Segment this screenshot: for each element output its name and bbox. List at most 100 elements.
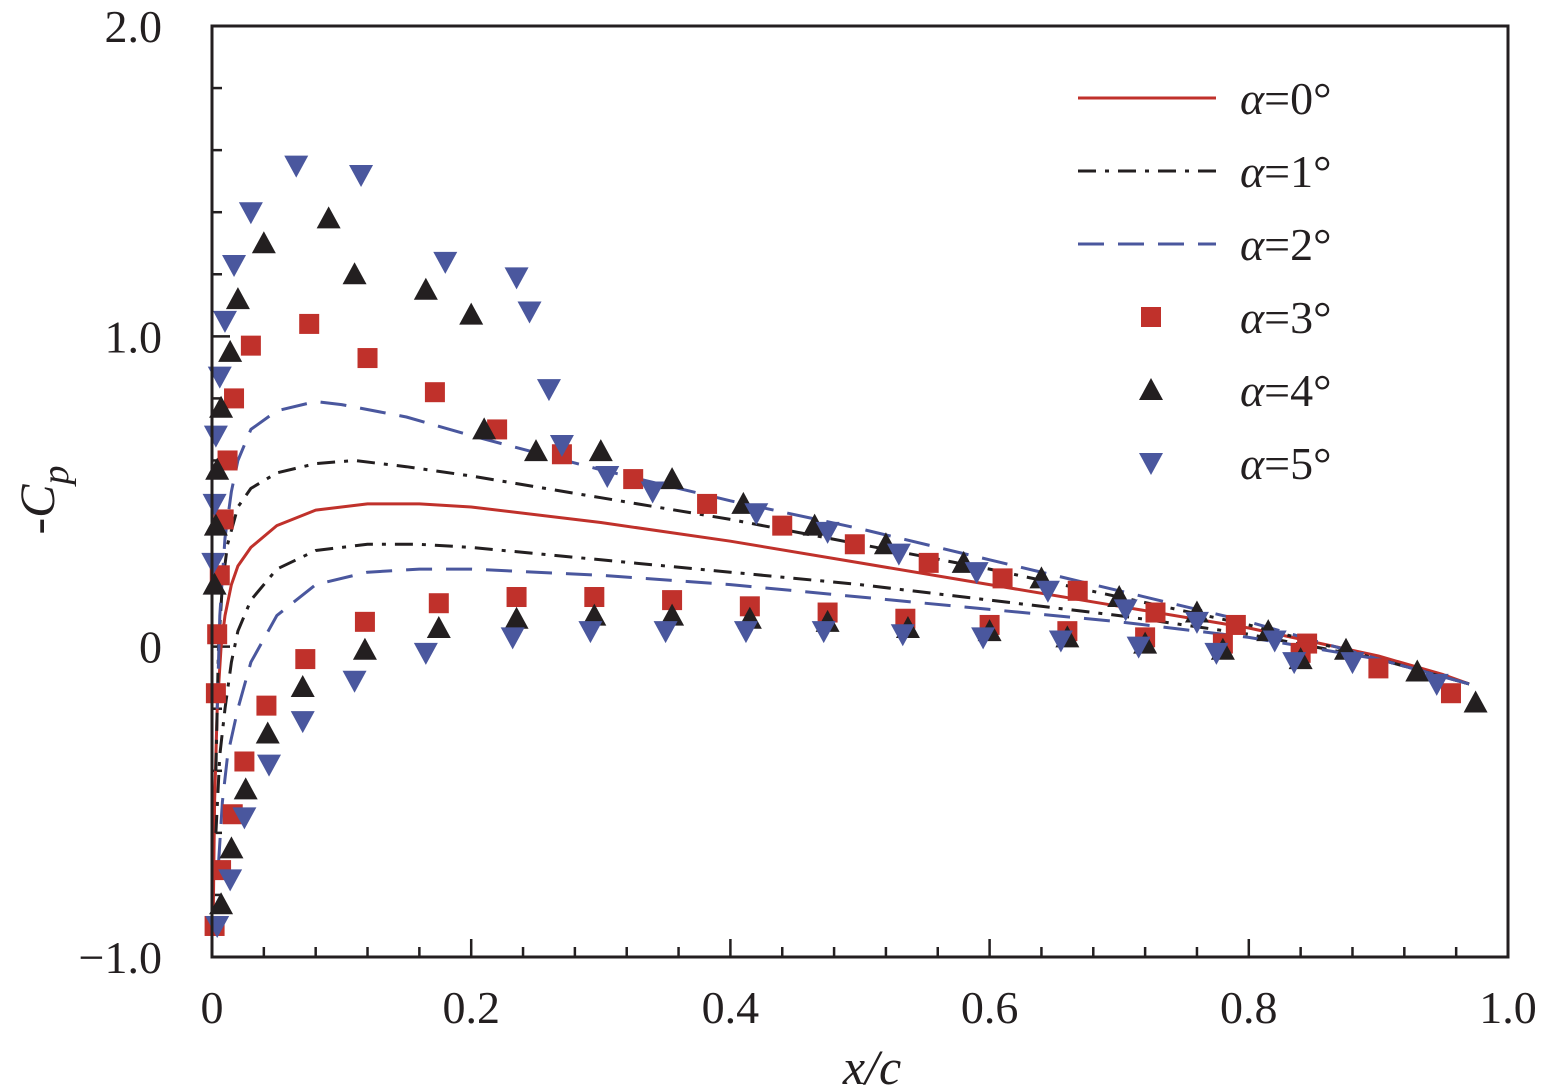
data-point xyxy=(964,562,989,585)
legend-label: α=4° xyxy=(1240,365,1332,416)
data-point xyxy=(517,301,542,324)
data-point xyxy=(971,627,996,650)
data-point xyxy=(413,277,438,300)
data-point xyxy=(582,603,607,626)
legend-alpha: α xyxy=(1240,219,1265,270)
data-point xyxy=(1282,652,1307,675)
data-point xyxy=(506,587,527,608)
legend-label: α=5° xyxy=(1240,438,1332,489)
y-tick-label: 1.0 xyxy=(105,311,163,362)
data-point xyxy=(413,642,438,665)
plot-series xyxy=(201,155,1488,938)
data-point xyxy=(316,206,341,229)
data-point xyxy=(1204,642,1229,665)
data-point xyxy=(342,262,367,285)
x-tick-label: 0.2 xyxy=(442,982,500,1033)
data-point xyxy=(203,513,228,536)
data-point xyxy=(218,869,243,892)
legend-value: =0° xyxy=(1264,73,1331,124)
data-point xyxy=(299,313,320,334)
data-point xyxy=(426,616,451,639)
data-point xyxy=(202,493,227,516)
data-point xyxy=(217,450,238,471)
legend-marker-swatch xyxy=(1139,378,1163,400)
legend-marker-swatch xyxy=(1139,453,1163,475)
data-point xyxy=(772,515,793,536)
legend-alpha: α xyxy=(1240,73,1265,124)
data-point xyxy=(504,267,529,290)
data-point xyxy=(549,434,574,457)
data-point xyxy=(1463,690,1488,713)
data-point xyxy=(578,621,603,644)
data-point xyxy=(357,348,378,369)
data-point xyxy=(233,777,258,800)
legend-entry: α=0° xyxy=(1078,73,1332,124)
data-point xyxy=(284,155,309,178)
data-point xyxy=(1184,611,1209,634)
data-point xyxy=(653,621,678,644)
data-point xyxy=(1126,636,1151,659)
data-point xyxy=(472,417,497,440)
legend-value: =4° xyxy=(1264,365,1331,416)
data-point xyxy=(251,231,276,254)
data-point xyxy=(1113,599,1138,622)
y-tick-label: −1.0 xyxy=(79,932,162,983)
axis-tick-labels: 0 0.2 0.4 0.6 0.8 1.0 −1.0 0 1.0 2.0 xyxy=(79,1,1537,1033)
legend-entry: α=5° xyxy=(1139,438,1332,489)
data-point xyxy=(584,587,605,608)
data-point xyxy=(256,695,277,716)
data-point xyxy=(203,425,228,448)
data-point xyxy=(918,552,939,573)
data-point xyxy=(352,637,377,660)
legend-label: α=1° xyxy=(1240,146,1332,197)
data-point xyxy=(1145,602,1166,623)
plot-frame xyxy=(210,24,1510,959)
data-point xyxy=(234,751,255,772)
legend-value: =2° xyxy=(1264,219,1331,270)
data-point xyxy=(744,503,769,526)
data-point xyxy=(640,481,665,504)
data-point xyxy=(623,469,644,490)
x-tick-label: 0 xyxy=(201,982,224,1033)
series-line xyxy=(214,459,1470,771)
x-tick-label: 1.0 xyxy=(1479,982,1537,1033)
legend-marker-swatch xyxy=(1141,307,1161,327)
data-point xyxy=(504,606,529,629)
data-point xyxy=(890,624,915,647)
data-point xyxy=(733,621,758,644)
data-point xyxy=(1340,652,1365,675)
axis-ticks xyxy=(210,24,1510,959)
data-point xyxy=(815,521,840,544)
legend-entry: α=1° xyxy=(1078,146,1332,197)
data-point xyxy=(207,624,228,645)
data-point xyxy=(1048,630,1073,653)
data-point xyxy=(205,683,226,704)
data-point xyxy=(290,675,315,698)
series-line xyxy=(217,567,1470,864)
data-point xyxy=(1368,658,1389,679)
x-tick-label: 0.4 xyxy=(702,982,760,1033)
data-point xyxy=(349,164,374,187)
y-tick-label: 2.0 xyxy=(105,1,163,52)
data-point xyxy=(1262,630,1287,653)
data-point xyxy=(992,568,1013,589)
data-point xyxy=(1405,659,1430,682)
data-point xyxy=(222,254,247,277)
data-point xyxy=(255,721,280,744)
data-point xyxy=(257,754,282,777)
series-line xyxy=(211,502,1470,911)
data-point xyxy=(662,590,683,611)
data-point xyxy=(290,711,315,734)
legend-alpha: α xyxy=(1240,365,1265,416)
data-point xyxy=(238,202,263,225)
data-point xyxy=(660,467,685,490)
data-point xyxy=(697,493,718,514)
data-point xyxy=(1424,673,1449,696)
data-point xyxy=(595,465,620,488)
legend-label: α=0° xyxy=(1240,73,1332,124)
data-point xyxy=(354,611,375,632)
data-point xyxy=(500,627,525,650)
legend: α=0°α=1°α=2°α=3°α=4°α=5° xyxy=(1078,73,1332,489)
x-tick-label: 0.8 xyxy=(1220,982,1278,1033)
